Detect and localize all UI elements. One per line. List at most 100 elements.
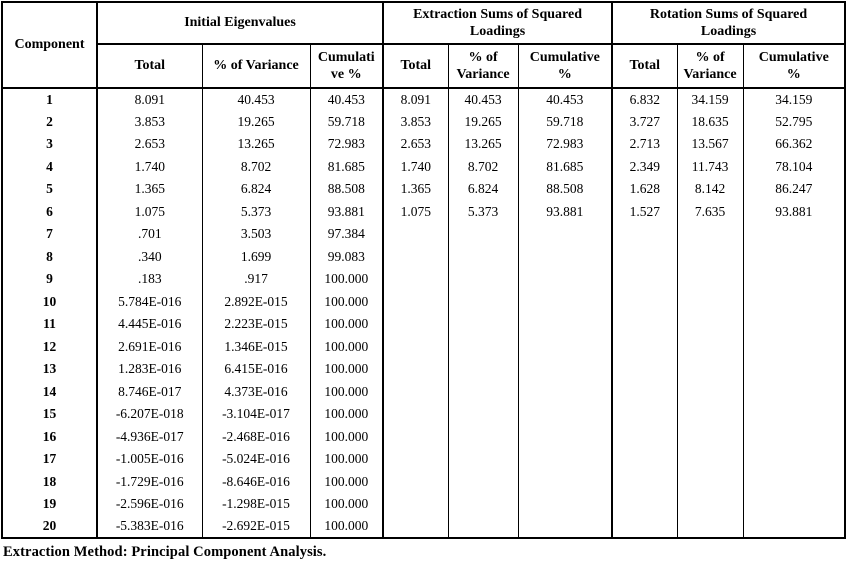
value-cell — [676, 290, 744, 313]
value-cell: 6.832 — [611, 88, 678, 111]
value-cell: 6.415E-016 — [201, 358, 310, 381]
value-cell — [611, 470, 678, 493]
value-cell — [517, 358, 613, 381]
value-cell: .183 — [96, 268, 202, 291]
value-cell: 52.795 — [742, 110, 846, 133]
value-cell — [611, 268, 678, 291]
value-cell — [676, 403, 744, 426]
table-row: 14 8.746E-017 4.373E-016 100.000 — [2, 380, 846, 403]
value-cell — [382, 403, 449, 426]
value-cell: 1.365 — [382, 178, 449, 201]
value-cell — [517, 493, 613, 516]
value-cell: -2.596E-016 — [96, 493, 202, 516]
value-cell — [611, 313, 678, 336]
value-cell — [742, 448, 846, 471]
value-cell: -1.298E-015 — [201, 493, 310, 516]
value-cell: 40.453 — [517, 88, 613, 111]
value-cell: 72.983 — [517, 133, 613, 156]
value-cell: -1.729E-016 — [96, 470, 202, 493]
value-cell — [676, 470, 744, 493]
table-row: 13 1.283E-016 6.415E-016 100.000 — [2, 358, 846, 381]
table-row: 8 .340 1.699 99.083 — [2, 245, 846, 268]
value-cell: 1.628 — [611, 178, 678, 201]
col-header-ie-cumulative: Cumulati ve % — [309, 44, 384, 89]
value-cell — [447, 358, 519, 381]
value-cell — [447, 403, 519, 426]
value-cell: 81.685 — [517, 155, 613, 178]
table-row: 2 3.853 19.265 59.718 3.853 19.265 59.718 3.727… — [2, 110, 846, 133]
value-cell: 100.000 — [309, 313, 384, 336]
table-row: 5 1.365 6.824 88.508 1.365 6.824 88.508 1.628 8.… — [2, 178, 846, 201]
value-cell: .917 — [201, 268, 310, 291]
value-cell: -3.104E-017 — [201, 403, 310, 426]
component-cell: 4 — [46, 158, 53, 174]
value-cell: -4.936E-017 — [96, 425, 202, 448]
value-cell: -5.383E-016 — [96, 515, 202, 538]
value-cell: 5.373 — [447, 200, 519, 223]
value-cell: -2.468E-016 — [201, 425, 310, 448]
table-row: 18 -1.729E-016 -8.646E-016 100.000 — [2, 470, 846, 493]
value-cell: 1.699 — [201, 245, 310, 268]
value-cell: 40.453 — [309, 88, 384, 111]
component-cell: 17 — [42, 451, 57, 467]
value-cell — [382, 335, 449, 358]
value-cell — [447, 223, 519, 246]
value-cell: -8.646E-016 — [201, 470, 310, 493]
value-cell: 100.000 — [309, 358, 384, 381]
value-cell: 86.247 — [742, 178, 846, 201]
value-cell — [742, 380, 846, 403]
value-cell — [517, 268, 613, 291]
value-cell: 3.727 — [611, 110, 678, 133]
value-cell: 3.503 — [201, 223, 310, 246]
group-header-extraction-sums: Extraction Sums of Squared Loadings — [382, 2, 613, 45]
value-cell — [676, 358, 744, 381]
component-cell: 7 — [46, 226, 53, 242]
value-cell: 81.685 — [309, 155, 384, 178]
value-cell: 6.824 — [201, 178, 310, 201]
value-cell: 8.702 — [447, 155, 519, 178]
value-cell — [676, 335, 744, 358]
value-cell: 3.853 — [96, 110, 202, 133]
value-cell: 2.892E-015 — [201, 290, 310, 313]
value-cell — [447, 268, 519, 291]
value-cell: 1.346E-015 — [201, 335, 310, 358]
value-cell: 8.702 — [201, 155, 310, 178]
table-row: 10 5.784E-016 2.892E-015 100.000 — [2, 290, 846, 313]
value-cell — [676, 380, 744, 403]
component-cell: 2 — [46, 113, 53, 129]
value-cell — [517, 313, 613, 336]
value-cell — [742, 335, 846, 358]
value-cell — [676, 245, 744, 268]
value-cell: 100.000 — [309, 425, 384, 448]
value-cell — [517, 425, 613, 448]
col-header-ro-total: Total — [611, 44, 678, 89]
component-cell: 1 — [46, 91, 53, 107]
col-header-ex-pct-variance: % of Variance — [447, 44, 519, 89]
value-cell — [611, 403, 678, 426]
value-cell — [742, 358, 846, 381]
value-cell: .340 — [96, 245, 202, 268]
value-cell — [676, 515, 744, 538]
table-row: 4 1.740 8.702 81.685 1.740 8.702 81.685 2.349 11… — [2, 155, 846, 178]
value-cell — [382, 515, 449, 538]
value-cell: 8.142 — [676, 178, 744, 201]
value-cell: 2.653 — [96, 133, 202, 156]
value-cell — [676, 268, 744, 291]
value-cell — [517, 223, 613, 246]
table-header: Component Initial Eigenvalues Extraction… — [2, 2, 846, 89]
value-cell: 5.373 — [201, 200, 310, 223]
value-cell: 93.881 — [742, 200, 846, 223]
extraction-method-footnote: Extraction Method: Principal Component A… — [3, 544, 327, 560]
value-cell — [517, 448, 613, 471]
component-cell: 13 — [42, 361, 57, 377]
value-cell: 2.223E-015 — [201, 313, 310, 336]
value-cell: 1.075 — [382, 200, 449, 223]
value-cell: .701 — [96, 223, 202, 246]
value-cell: 100.000 — [309, 470, 384, 493]
value-cell: 8.746E-017 — [96, 380, 202, 403]
value-cell — [447, 380, 519, 403]
value-cell: 99.083 — [309, 245, 384, 268]
value-cell — [517, 380, 613, 403]
value-cell — [742, 425, 846, 448]
value-cell — [742, 268, 846, 291]
